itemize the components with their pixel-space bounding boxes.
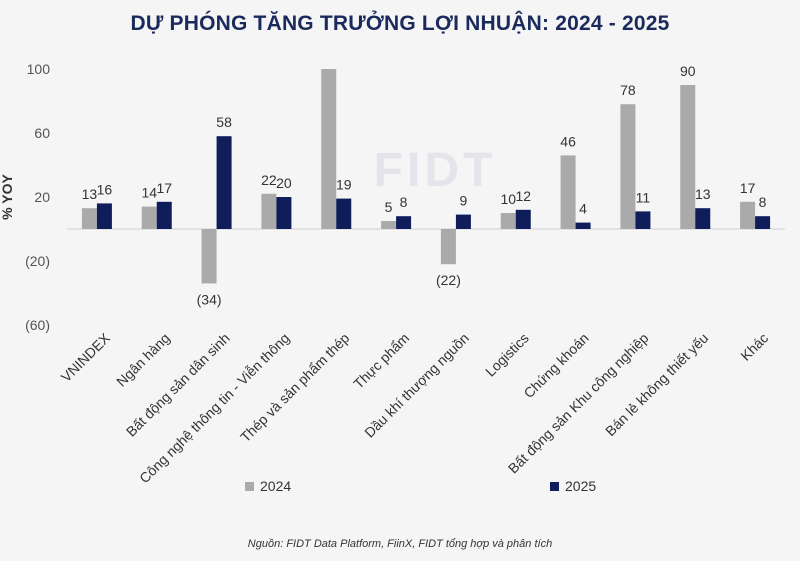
- bar-2025: [635, 211, 651, 229]
- bar-2025: [276, 197, 292, 229]
- data-label-2024: 78: [620, 82, 636, 98]
- bar-2024: [440, 229, 456, 265]
- data-label-2025: 58: [216, 114, 232, 130]
- y-tick-label: (20): [25, 253, 50, 269]
- bar-2025: [755, 216, 771, 229]
- data-label-2024: (22): [436, 272, 461, 288]
- data-label-2025: 8: [400, 194, 408, 210]
- bar-2024: [201, 229, 217, 284]
- y-axis-title: % YOY: [0, 174, 15, 220]
- data-label-2025: 8: [759, 194, 767, 210]
- bar-2025: [336, 198, 352, 229]
- bar-2024: [141, 206, 157, 229]
- bar-2024: [500, 213, 516, 229]
- data-label-2024: 22: [261, 172, 277, 188]
- y-tick-label: 100: [27, 61, 51, 77]
- category-label: Thực phẩm: [350, 330, 412, 392]
- data-label-2025: 17: [156, 180, 172, 196]
- legend-swatch-2024: [245, 482, 254, 491]
- data-label-2024: 14: [141, 185, 157, 201]
- y-tick-label: 20: [34, 189, 50, 205]
- data-label-2025: 19: [336, 177, 352, 193]
- bar-2024: [620, 104, 636, 229]
- source-note: Nguồn: FIDT Data Platform, FiinX, FIDT t…: [247, 538, 553, 550]
- bar-2025: [575, 222, 591, 229]
- category-label: Bán lẻ không thiết yếu: [602, 330, 711, 439]
- bar-2024: [680, 85, 696, 229]
- bar-2025: [96, 203, 112, 229]
- legend-label-2024: 2024: [260, 478, 291, 494]
- data-label-2025: 13: [695, 186, 711, 202]
- bar-2024: [81, 208, 97, 229]
- bar-2025: [515, 209, 531, 229]
- data-label-2024: 10: [500, 191, 516, 207]
- data-label-2025: 11: [636, 189, 651, 205]
- category-label: Ngân hàng: [113, 330, 173, 390]
- bar-2025: [156, 201, 172, 229]
- data-label-2024: 13: [82, 186, 98, 202]
- y-tick-label: (60): [25, 317, 50, 333]
- bar-2024: [381, 221, 397, 229]
- bar-2024: [740, 201, 756, 229]
- y-tick-label: 60: [34, 125, 50, 141]
- bar-2025: [216, 136, 232, 229]
- category-label: Khác: [737, 330, 771, 364]
- data-label-2024: 5: [385, 199, 393, 215]
- data-label-2024: (34): [197, 291, 222, 307]
- category-label: VNINDEX: [58, 329, 114, 385]
- watermark: FIDT: [374, 144, 497, 197]
- legend-label-2025: 2025: [565, 478, 596, 494]
- legend-swatch-2025: [550, 482, 559, 491]
- bar-2025: [396, 216, 412, 229]
- data-label-2025: 20: [276, 175, 292, 191]
- category-label: Thép và sản phẩm thép: [237, 330, 352, 445]
- chart-title: DỰ PHÓNG TĂNG TRƯỞNG LỢI NHUẬN: 2024 - 2…: [130, 12, 670, 35]
- bar-2024: [261, 193, 277, 229]
- data-label-2024: 17: [740, 180, 756, 196]
- category-label: Logistics: [482, 330, 532, 380]
- bar-2024: [560, 155, 576, 229]
- data-label-2025: 9: [460, 193, 468, 209]
- category-label: Dầu khí thượng nguồn: [361, 330, 472, 441]
- data-label-2025: 16: [97, 181, 113, 197]
- category-label: Bất động sản dân sinh: [123, 330, 233, 440]
- data-label-2024: 46: [560, 133, 576, 149]
- bar-2025: [695, 208, 711, 229]
- bar-2025: [455, 214, 471, 229]
- data-label-2025: 4: [579, 201, 587, 217]
- data-label-2024: 90: [680, 63, 696, 79]
- bar-2024: [321, 69, 337, 229]
- data-label-2025: 12: [515, 188, 531, 204]
